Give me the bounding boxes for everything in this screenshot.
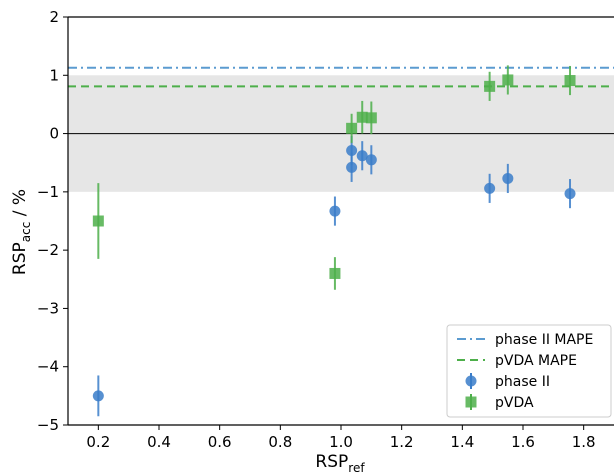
point-s0-p8 [564, 188, 576, 200]
legend-label-3: pVDA [495, 395, 534, 411]
y-tick-label-7: 2 [49, 8, 59, 26]
point-s0-p1 [329, 205, 341, 217]
y-axis-title-suffix: / % [10, 189, 30, 222]
y-tick-label-1: −4 [37, 358, 59, 376]
point-s1-p5 [484, 80, 496, 92]
legend-box [446, 324, 612, 418]
legend: phase II MAPE pVDA MAPE phase II pVDA [446, 324, 612, 418]
y-axis-ticks: −5 −4 −3 −2 −1 0 1 2 [37, 8, 68, 434]
y-axis-title-sub: acc [19, 222, 33, 243]
x-tick-label-7: 1.6 [511, 433, 535, 451]
legend-label-0: phase II MAPE [495, 332, 593, 348]
x-tick-label-2: 0.6 [208, 433, 232, 451]
y-tick-label-2: −3 [37, 299, 59, 317]
x-tick-label-3: 0.8 [268, 433, 292, 451]
y-tick-label-3: −2 [37, 241, 59, 259]
y-tick-label-5: 0 [49, 125, 59, 143]
y-tick-label-0: −5 [37, 416, 59, 434]
point-s0-p3 [346, 161, 358, 173]
point-s0-p6 [484, 182, 496, 194]
data-series [92, 65, 576, 417]
x-tick-label-4: 1.0 [329, 433, 353, 451]
point-s1-p0 [92, 215, 104, 227]
point-s1-p2 [346, 122, 358, 134]
tolerance-band [68, 75, 614, 192]
x-tick-label-1: 0.4 [147, 433, 171, 451]
legend-label-2: phase II [495, 374, 550, 390]
point-s1-p7 [564, 75, 576, 87]
x-tick-label-8: 1.8 [572, 433, 596, 451]
point-s0-p2 [346, 144, 358, 156]
x-tick-label-0: 0.2 [86, 433, 110, 451]
point-s0-p5 [365, 154, 377, 166]
x-axis-title-sub: ref [348, 461, 365, 475]
point-s1-p1 [329, 267, 341, 279]
y-tick-label-4: −1 [37, 183, 59, 201]
y-tick-label-6: 1 [49, 66, 59, 84]
point-s1-p3 [356, 111, 368, 123]
y-axis-title-main: RSP [10, 242, 30, 275]
x-axis-title: RSPref [315, 452, 365, 475]
point-s0-p4 [356, 150, 368, 162]
y-axis-title: RSPacc / % [10, 189, 33, 275]
x-tick-label-6: 1.4 [450, 433, 474, 451]
reference-lines [68, 66, 614, 88]
point-s1-p6 [502, 74, 514, 86]
point-s1-p4 [365, 112, 377, 124]
legend-label-1: pVDA MAPE [495, 353, 577, 369]
x-tick-label-5: 1.2 [390, 433, 414, 451]
x-axis-title-main: RSP [315, 452, 348, 472]
x-axis-ticks: 0.2 0.4 0.6 0.8 1.0 1.2 1.4 1.6 1.8 [86, 425, 596, 451]
legend-swatch-3 [465, 396, 477, 408]
point-s0-p0 [92, 390, 104, 402]
legend-swatch-2 [465, 375, 477, 387]
point-s0-p7 [502, 172, 514, 184]
